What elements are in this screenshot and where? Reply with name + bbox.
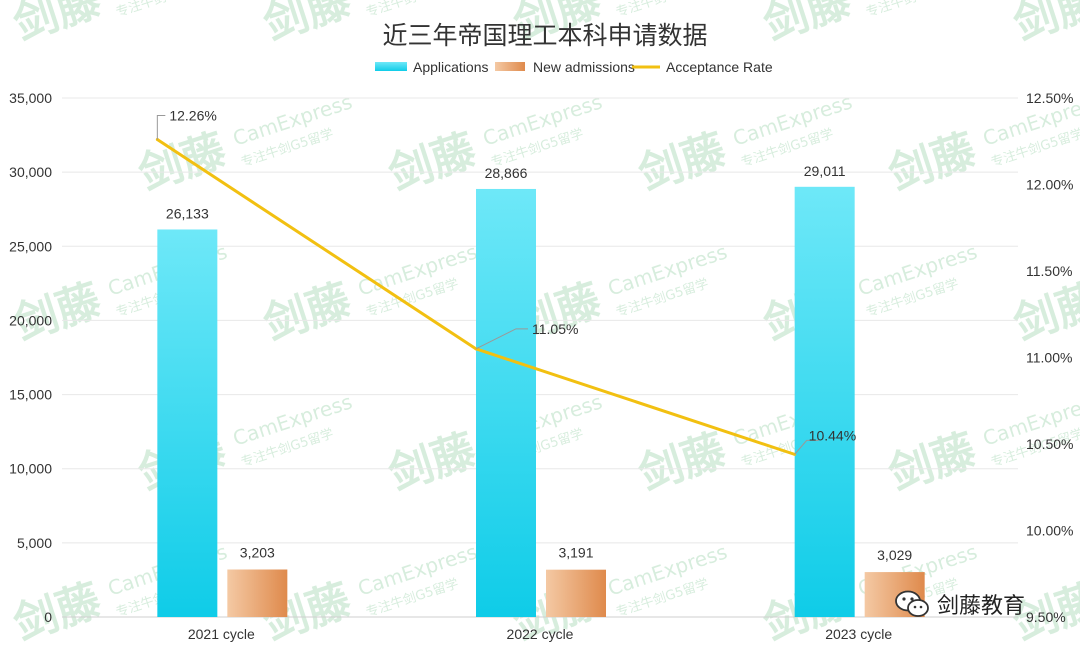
- legend-label: New admissions: [533, 59, 635, 75]
- x-tick-label: 2023 cycle: [825, 626, 892, 642]
- watermark-brand: 剑藤: [133, 125, 232, 201]
- watermark-brand: 剑藤: [758, 0, 857, 50]
- data-label-acceptance-rate: 11.05%: [532, 321, 578, 337]
- watermark-brand: 剑藤: [633, 125, 732, 201]
- watermark-brand: 剑藤: [1008, 0, 1080, 50]
- gridlines: [62, 97, 1018, 618]
- legend-label: Acceptance Rate: [666, 59, 773, 75]
- watermark-brand: 剑藤: [8, 0, 107, 50]
- leader-line: [475, 328, 528, 350]
- legend-label: Applications: [413, 59, 489, 75]
- brand-label: 剑藤教育: [937, 594, 1026, 619]
- right-tick-label: 10.00%: [1026, 523, 1073, 539]
- bars: [157, 186, 925, 618]
- left-tick-label: 10,000: [9, 461, 52, 477]
- right-tick-label: 11.50%: [1026, 263, 1072, 279]
- data-label-applications: 26,133: [166, 205, 209, 221]
- watermark-tagline: 专注牛剑G5留学: [864, 0, 961, 21]
- watermark-brand: 剑藤: [8, 575, 107, 651]
- bar-applications: [476, 188, 536, 618]
- watermark-brand: 剑藤: [258, 275, 357, 351]
- watermark-tagline: 专注牛剑G5留学: [364, 0, 461, 21]
- data-label-acceptance-rate: 10.44%: [809, 427, 856, 443]
- data-label-applications: 29,011: [804, 163, 846, 179]
- chart-title: 近三年帝国理工本科申请数据: [382, 21, 707, 50]
- data-label-admissions: 3,203: [240, 545, 275, 561]
- data-label-admissions: 3,029: [877, 547, 912, 563]
- data-label-admissions: 3,191: [558, 545, 593, 561]
- right-tick-label: 12.00%: [1026, 177, 1073, 193]
- legend-swatch-admissions: [495, 62, 525, 71]
- legend-swatch-applications: [375, 62, 407, 71]
- watermark-brand: 剑藤: [883, 125, 982, 201]
- x-tick-label: 2021 cycle: [188, 626, 255, 642]
- wechat-icon: [895, 590, 929, 618]
- data-label-acceptance-rate: 12.26%: [169, 108, 216, 124]
- leader-line: [156, 115, 166, 140]
- right-tick-label: 12.50%: [1026, 90, 1073, 106]
- bar-applications: [157, 229, 218, 618]
- x-tick-label: 2022 cycle: [507, 626, 574, 642]
- brand-badge: 剑藤教育: [895, 588, 1025, 620]
- data-labels: 26,133 3,203 28,866 3,191 29,011 3,029 12.26% 1…: [166, 108, 912, 564]
- watermark-tagline: 专注牛剑G5留学: [614, 0, 711, 21]
- left-tick-label: 20,000: [9, 312, 52, 328]
- bar-new-admissions: [546, 569, 606, 617]
- leader-line: [794, 439, 819, 455]
- acceptance-line: [155, 115, 819, 456]
- watermark-brand: 剑藤: [383, 425, 482, 501]
- data-label-applications: 28,866: [485, 165, 528, 181]
- watermark-brand: 剑藤: [1008, 275, 1080, 351]
- right-tick-label: 10.50%: [1026, 436, 1073, 452]
- bar-applications: [794, 186, 855, 617]
- right-tick-label: 9.50%: [1026, 609, 1066, 625]
- watermark-brand: 剑藤: [633, 425, 732, 501]
- left-tick-label: 35,000: [9, 90, 52, 106]
- left-tick-label: 15,000: [9, 387, 52, 403]
- left-tick-label: 0: [44, 609, 52, 625]
- bar-new-admissions: [227, 569, 288, 617]
- watermark-brand: 剑藤: [258, 0, 357, 50]
- right-tick-label: 11.00%: [1026, 350, 1072, 366]
- watermark-brand: 剑藤: [383, 125, 482, 201]
- watermark-brand: 剑藤: [883, 425, 982, 501]
- legend: Applications New admissions Acceptance Rat…: [375, 59, 773, 75]
- watermark-tagline: 专注牛剑G5留学: [114, 0, 211, 21]
- axes: 0 5,000 10,000 15,000 20,000 25,000 30,000 35,0…: [9, 90, 1073, 642]
- left-tick-label: 30,000: [9, 164, 52, 180]
- left-tick-label: 5,000: [17, 535, 52, 551]
- left-tick-label: 25,000: [9, 238, 52, 254]
